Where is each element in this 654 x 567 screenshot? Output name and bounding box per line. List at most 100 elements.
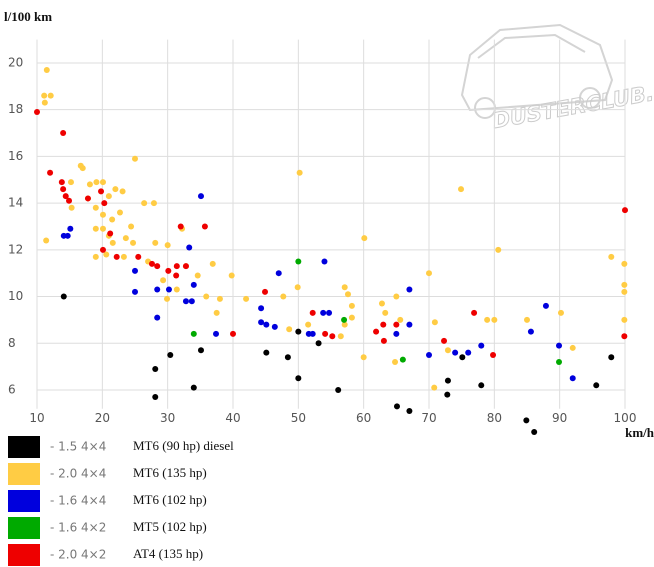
legend-swatch <box>8 490 40 512</box>
x-tick-label: 50 <box>291 411 306 425</box>
point <box>621 261 627 267</box>
point <box>406 408 412 414</box>
legend-swatch <box>8 463 40 485</box>
point <box>202 223 208 229</box>
point <box>452 350 458 356</box>
point <box>285 354 291 360</box>
point <box>160 277 166 283</box>
legend-description: MT6 (135 hp) <box>133 465 207 480</box>
point <box>130 240 136 246</box>
point <box>342 284 348 290</box>
point <box>444 392 450 398</box>
point <box>47 170 53 176</box>
point <box>263 350 269 356</box>
point <box>608 254 614 260</box>
x-axis-label: km/h <box>625 425 654 440</box>
point <box>117 209 123 215</box>
legend-swatch <box>8 544 40 566</box>
point <box>621 333 627 339</box>
point <box>100 247 106 253</box>
point <box>152 240 158 246</box>
y-tick-label: 20 <box>8 55 23 69</box>
point <box>373 329 379 335</box>
point <box>263 322 269 328</box>
x-tick-label: 100 <box>614 411 637 425</box>
point <box>310 331 316 337</box>
point <box>135 254 141 260</box>
point <box>329 333 335 339</box>
point <box>109 216 115 222</box>
point <box>191 282 197 288</box>
point <box>87 181 93 187</box>
point <box>93 205 99 211</box>
point <box>243 296 249 302</box>
point <box>381 338 387 344</box>
point <box>66 198 72 204</box>
point <box>543 303 549 309</box>
point <box>114 254 120 260</box>
point <box>394 403 400 409</box>
point <box>338 333 344 339</box>
point <box>213 331 219 337</box>
point <box>393 294 399 300</box>
legend-description: MT6 (90 hp) diesel <box>133 438 234 453</box>
point <box>478 343 484 349</box>
point <box>445 378 451 384</box>
point <box>445 347 451 353</box>
point <box>186 244 192 250</box>
legend-name: - 1.6 4×4 <box>50 494 106 508</box>
point <box>426 270 432 276</box>
point <box>621 289 627 295</box>
point <box>100 212 106 218</box>
y-tick-label: 16 <box>8 149 23 163</box>
point <box>210 261 216 267</box>
point <box>465 350 471 356</box>
x-tick-label: 10 <box>29 411 44 425</box>
point <box>326 310 332 316</box>
point <box>112 186 118 192</box>
point <box>93 179 99 185</box>
y-tick-label: 18 <box>8 102 23 116</box>
point <box>65 233 71 239</box>
point <box>345 291 351 297</box>
point <box>524 317 530 323</box>
point <box>203 294 209 300</box>
point <box>286 326 292 332</box>
point <box>174 287 180 293</box>
point <box>154 315 160 321</box>
point <box>80 165 86 171</box>
point <box>149 261 155 267</box>
legend-description: AT4 (135 hp) <box>133 546 203 561</box>
point <box>608 354 614 360</box>
y-tick-label: 8 <box>8 336 16 350</box>
point <box>120 188 126 194</box>
point <box>295 259 301 265</box>
point <box>151 200 157 206</box>
point <box>349 303 355 309</box>
point <box>393 322 399 328</box>
point <box>152 394 158 400</box>
point <box>195 273 201 279</box>
point <box>305 322 311 328</box>
point <box>484 317 490 323</box>
point <box>178 223 184 229</box>
point <box>295 284 301 290</box>
point <box>100 226 106 232</box>
point <box>69 205 75 211</box>
point <box>491 317 497 323</box>
point <box>183 263 189 269</box>
point <box>570 375 576 381</box>
point <box>174 263 180 269</box>
x-tick-label: 60 <box>356 411 371 425</box>
x-tick-label: 90 <box>552 411 567 425</box>
point <box>570 345 576 351</box>
point <box>361 354 367 360</box>
point <box>531 429 537 435</box>
point <box>558 310 564 316</box>
point <box>341 317 347 323</box>
point <box>68 179 74 185</box>
point <box>478 382 484 388</box>
point <box>107 230 113 236</box>
point <box>593 382 599 388</box>
point <box>191 385 197 391</box>
